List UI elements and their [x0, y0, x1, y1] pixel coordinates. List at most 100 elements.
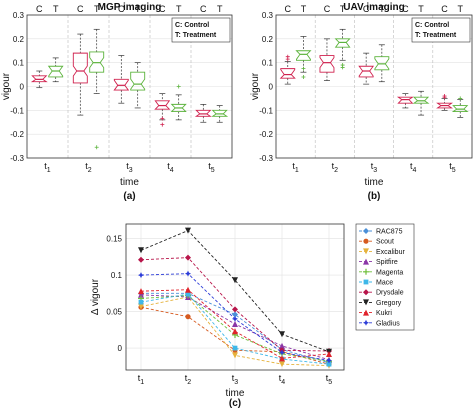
box-treatment — [374, 56, 390, 71]
y-tick-label: 0.3 — [13, 11, 25, 20]
x-tick-label: t5 — [326, 373, 333, 386]
time-tick-label-sub: 5 — [452, 167, 456, 174]
x-tick-label: t4 — [279, 373, 286, 386]
y-axis-label: vigour — [250, 72, 261, 100]
data-point — [279, 349, 285, 356]
x-tick-label-letter: t — [185, 373, 188, 383]
time-tick-label: t3 — [126, 161, 133, 174]
outlier-marker — [301, 66, 306, 71]
x-axis-label: time — [120, 177, 139, 188]
plot-frame — [26, 14, 233, 159]
y-tick-label: 0.2 — [262, 35, 274, 44]
box-treatment — [295, 50, 312, 61]
chart-title: MGP imaging — [98, 2, 162, 13]
y-axis-label: Δ vigour — [90, 278, 101, 315]
legend-entry-scout: Scout — [376, 239, 394, 246]
time-tick-label-sub: 2 — [334, 167, 338, 174]
y-tick-label: -0.3 — [10, 154, 24, 163]
data-point — [326, 350, 332, 357]
time-tick-label-letter: t — [332, 161, 335, 171]
legend-entry-magenta: Magenta — [376, 269, 403, 276]
outlier-marker — [160, 122, 165, 127]
data-point — [185, 227, 191, 234]
time-tick-label-letter: t — [167, 161, 170, 171]
time-tick-label: t2 — [85, 161, 92, 174]
time-tick-label: t5 — [449, 161, 456, 174]
legend-marker — [363, 248, 369, 255]
time-tick-label: t5 — [208, 161, 215, 174]
legend-entry-gladius: Gladius — [376, 320, 400, 327]
legend-marker — [363, 268, 369, 275]
x-tick-label-sub: 3 — [234, 379, 238, 386]
group-label-treatment: T — [217, 4, 223, 14]
group-label-control: C — [402, 4, 409, 14]
data-point — [138, 299, 144, 305]
data-point — [185, 291, 191, 297]
time-tick-label-letter: t — [410, 161, 413, 171]
legend-entry-drysdale: Drysdale — [376, 290, 404, 297]
y-tick-label: -0.2 — [10, 130, 24, 139]
data-point — [326, 361, 332, 367]
data-point — [232, 321, 238, 328]
outlier-marker — [176, 84, 181, 89]
legend-entry-rac875: RAC875 — [376, 229, 403, 236]
time-tick-label-letter: t — [126, 161, 129, 171]
legend-control: C: Control — [415, 22, 449, 29]
data-point — [138, 288, 144, 295]
group-label-control: C — [36, 4, 43, 14]
x-tick-label: t2 — [185, 373, 192, 386]
legend-box — [171, 17, 231, 43]
outlier-marker — [442, 94, 447, 99]
box-control — [279, 68, 296, 79]
legend-box — [411, 17, 471, 43]
data-point — [232, 277, 238, 284]
x-tick-label-sub: 4 — [281, 379, 285, 386]
group-label-treatment: T — [135, 4, 141, 14]
group-label-treatment: T — [176, 4, 182, 14]
x-axis-label: time — [226, 388, 245, 399]
series-line — [140, 230, 330, 353]
data-point — [232, 328, 238, 335]
box-control — [319, 55, 335, 73]
legend-control: C: Control — [175, 22, 209, 29]
y-tick-label: 0 — [269, 83, 274, 92]
group-label-treatment: T — [94, 4, 100, 14]
series-line — [140, 289, 330, 359]
time-tick-label-letter: t — [44, 161, 47, 171]
time-tick-label-sub: 4 — [170, 167, 174, 174]
time-tick-label: t4 — [167, 161, 174, 174]
data-point — [185, 314, 191, 320]
group-label-control: C — [159, 4, 166, 14]
x-tick-label-sub: 1 — [140, 379, 144, 386]
x-tick-label-letter: t — [326, 373, 329, 383]
time-tick-label-letter: t — [371, 161, 374, 171]
time-tick-label-sub: 4 — [413, 167, 417, 174]
data-point — [279, 361, 285, 368]
y-tick-label: 0 — [20, 83, 25, 92]
panel-label: (b) — [368, 191, 381, 202]
box-control — [358, 65, 375, 78]
time-tick-label: t3 — [371, 161, 378, 174]
data-point — [232, 352, 238, 359]
y-axis-label: vigour — [1, 72, 12, 100]
legend-marker — [363, 299, 369, 306]
time-tick-label-sub: 2 — [88, 167, 92, 174]
data-point — [279, 342, 285, 349]
y-tick-label: 0.1 — [262, 59, 274, 68]
data-point — [279, 331, 285, 338]
group-label-treatment: T — [53, 4, 59, 14]
time-tick-label-sub: 3 — [129, 167, 133, 174]
legend-marker — [363, 228, 369, 234]
group-label-treatment: T — [379, 4, 385, 14]
data-point — [185, 286, 191, 293]
y-tick-label: 0 — [118, 344, 123, 353]
data-point — [138, 291, 144, 298]
legend-entry-mace: Mace — [376, 280, 393, 287]
time-tick-label-letter: t — [449, 161, 452, 171]
data-point — [138, 247, 144, 254]
series-kukri — [138, 286, 332, 362]
group-label-control: C — [285, 4, 292, 14]
time-tick-label-letter: t — [292, 161, 295, 171]
